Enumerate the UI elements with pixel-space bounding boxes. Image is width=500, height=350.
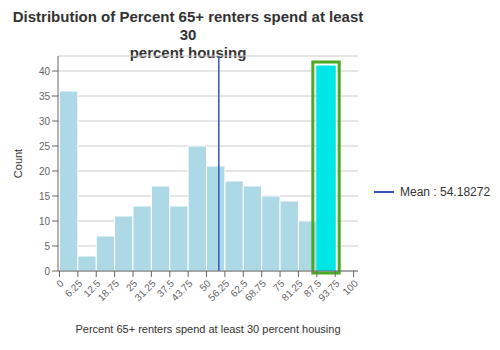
svg-text:10: 10 [39,216,51,227]
svg-text:93.75: 93.75 [316,277,342,303]
svg-text:18.75: 18.75 [96,277,122,303]
svg-text:6.25: 6.25 [63,277,85,299]
svg-text:15: 15 [39,191,51,202]
svg-text:50: 50 [197,277,213,294]
svg-text:Percent 65+ renters spend at l: Percent 65+ renters spend at least 30 pe… [75,323,340,335]
svg-text:100: 100 [340,277,360,297]
svg-text:0: 0 [54,277,66,289]
svg-text:37.5: 37.5 [154,277,177,300]
svg-text:Count: Count [12,149,24,178]
svg-text:12.5: 12.5 [81,277,103,300]
svg-text:25: 25 [123,277,140,294]
svg-text:68.75: 68.75 [243,277,269,303]
svg-text:40: 40 [39,66,51,77]
svg-text:56.25: 56.25 [206,277,232,303]
html-text:Mean : 54.18272: Mean : 54.18272 [400,185,491,199]
svg-text:0: 0 [44,266,50,277]
svg-text:75: 75 [270,277,287,294]
svg-text:62.5: 62.5 [228,277,250,300]
html-text:Distribution of Percent 65+ re: Distribution of Percent 65+ renters spen… [12,8,364,43]
svg-text:31.25: 31.25 [132,277,158,303]
html-text:percent housing: percent housing [129,44,247,61]
svg-text:81.25: 81.25 [279,277,305,303]
svg-text:20: 20 [39,166,51,177]
svg-text:5: 5 [44,241,50,252]
svg-text:30: 30 [39,116,51,127]
svg-text:35: 35 [39,91,51,102]
svg-text:25: 25 [39,141,51,152]
svg-text:43.75: 43.75 [169,277,195,303]
svg-text:87.5: 87.5 [301,277,324,300]
